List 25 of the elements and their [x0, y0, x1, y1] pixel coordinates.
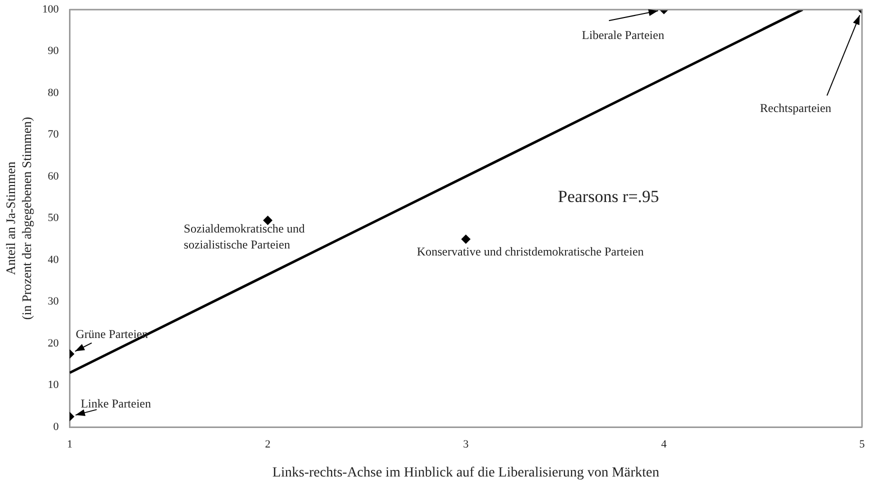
y-tick-label: 70 — [48, 128, 60, 141]
y-tick-label: 30 — [48, 296, 60, 308]
y-tick-label: 80 — [48, 86, 60, 99]
x-tick-label: 5 — [859, 438, 866, 450]
y-tick-label: 60 — [48, 170, 60, 182]
x-tick-label: 3 — [463, 438, 470, 450]
annotation: Sozialdemokratische und sozialistische Parteien — [184, 222, 305, 252]
annotation: Rechtsparteien — [760, 100, 832, 115]
y-tick-label: 50 — [48, 212, 60, 224]
annotation: Konservative und christdemokratische Parteien — [416, 244, 644, 258]
x-tick-label: 4 — [661, 438, 668, 450]
annotation: Liberale Parteien — [582, 28, 664, 42]
y-tick-label: 90 — [48, 45, 60, 58]
annotation: Grüne Parteien — [76, 327, 148, 342]
y-tick-label: 100 — [42, 3, 60, 16]
y-tick-label: 10 — [48, 379, 60, 392]
x-tick-label: 2 — [265, 438, 271, 450]
annotation: Pearsons r=.95 — [558, 186, 660, 206]
x-axis-title: Links-rechts-Achse im Hinblick auf die Liberalisierung von Märkten — [272, 465, 660, 480]
x-tick-label: 1 — [66, 438, 72, 450]
y-tick-label: 40 — [48, 254, 60, 266]
annotation: Linke Parteien — [80, 396, 152, 411]
y-tick-label: 20 — [48, 337, 60, 350]
y-tick-label: 0 — [53, 420, 60, 433]
y-axis-title: Anteil an Ja-Stimmen (in Prozent der abgegebenen Stimmen) — [3, 116, 34, 320]
